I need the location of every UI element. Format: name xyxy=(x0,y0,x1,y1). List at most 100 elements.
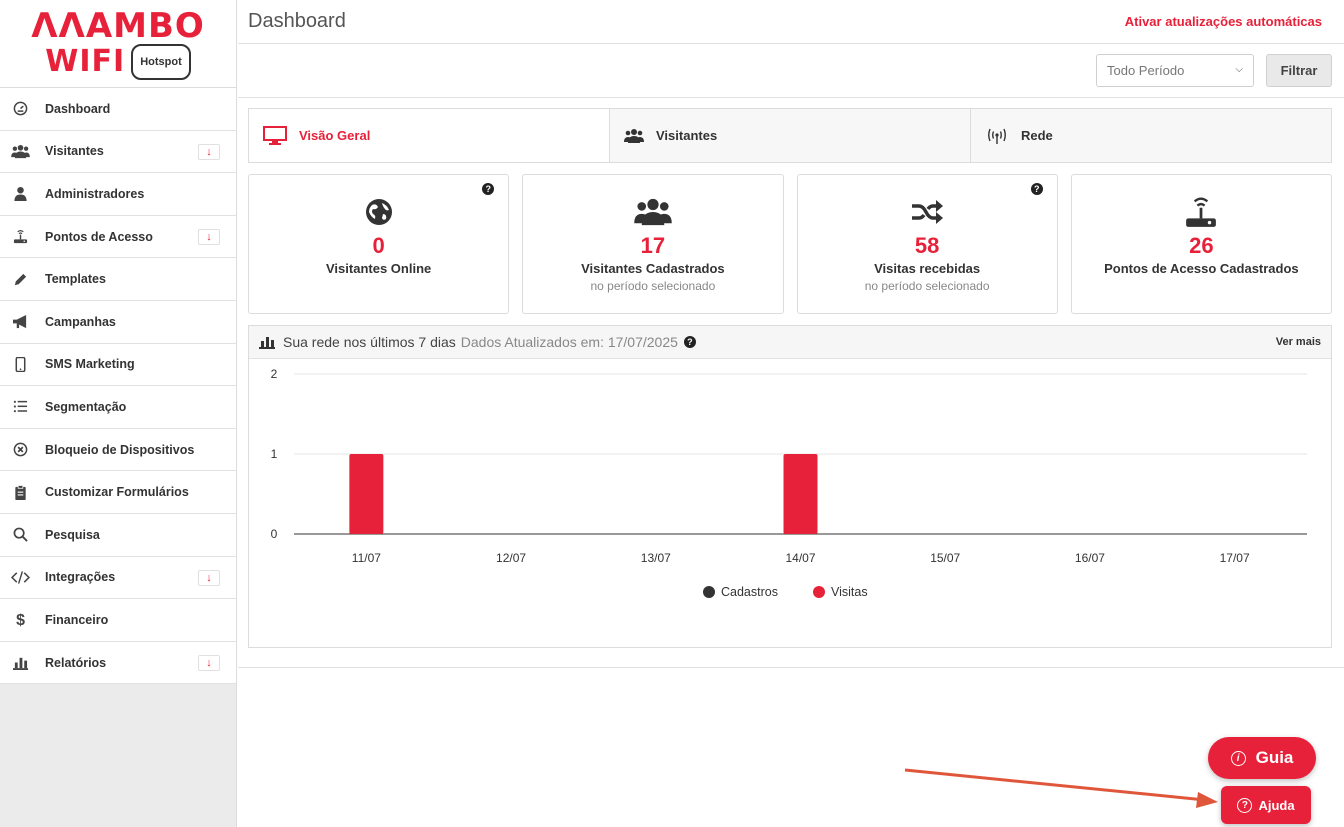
stat-subtitle: no período selecionado xyxy=(590,279,716,293)
auto-update-link[interactable]: Ativar atualizações automáticas xyxy=(1124,14,1322,29)
stat-label: Visitantes Online xyxy=(326,261,432,276)
sidebar-menu: Dashboard Visitantes ↓ Administradores Ponto… xyxy=(0,88,236,685)
expand-arrow-icon[interactable]: ↓ xyxy=(198,143,220,160)
sidebar-item-dashboard[interactable]: Dashboard xyxy=(0,88,236,131)
help-button[interactable]: ? Ajuda xyxy=(1221,786,1311,824)
sidebar-item-integrações[interactable]: Integrações ↓ xyxy=(0,556,236,600)
expand-arrow-icon[interactable]: ↓ xyxy=(198,228,220,245)
x-tick-label: 16/07 xyxy=(1075,551,1105,565)
x-tick-label: 14/07 xyxy=(785,551,815,565)
question-icon: ? xyxy=(1237,797,1253,813)
chart-header: Sua rede nos últimos 7 dias Dados Atuali… xyxy=(249,326,1331,359)
filter-bar: Todo Período ⌵ Filtrar xyxy=(238,44,1344,98)
list-icon xyxy=(10,397,30,417)
sidebar-item-visitantes[interactable]: Visitantes ↓ xyxy=(0,130,236,174)
sidebar-item-customizar-formulários[interactable]: Customizar Formulários xyxy=(0,471,236,514)
sidebar-item-label: Customizar Formulários xyxy=(45,485,189,500)
chart-updated: Dados Atualizados em: 17/07/2025 xyxy=(460,334,678,350)
code-icon xyxy=(10,567,30,587)
tab-rede[interactable]: Rede xyxy=(971,109,1331,162)
search-icon xyxy=(10,525,30,545)
clipboard-icon xyxy=(10,482,30,502)
users-icon xyxy=(10,141,30,161)
sidebar-item-label: SMS Marketing xyxy=(45,357,135,372)
visits-chart: 0 1 2 11/07 12/07 13/07 14/07 15/07 16/07 17/07 Ca… xyxy=(271,367,1307,599)
legend-label: Cadastros xyxy=(721,585,778,599)
filter-button[interactable]: Filtrar xyxy=(1266,54,1332,87)
x-tick-label: 12/07 xyxy=(496,551,526,565)
info-icon: i xyxy=(1230,750,1246,766)
chart-title: Sua rede nos últimos 7 dias xyxy=(283,334,456,350)
legend-label: Visitas xyxy=(831,585,868,599)
help-label: Ajuda xyxy=(1258,797,1295,813)
header: Dashboard Ativar atualizações automática… xyxy=(238,0,1344,44)
x-tick-label: 11/07 xyxy=(352,551,381,565)
gauge-icon xyxy=(10,99,30,119)
expand-arrow-icon[interactable]: ↓ xyxy=(198,569,220,586)
sidebar-item-pesquisa[interactable]: Pesquisa xyxy=(0,513,236,557)
logo-wifi: WIFI xyxy=(45,43,126,79)
help-icon[interactable]: ? xyxy=(482,183,495,195)
y-tick-label: 0 xyxy=(271,527,278,541)
sidebar-item-label: Relatórios xyxy=(45,655,107,670)
block-icon xyxy=(10,440,30,460)
sidebar-item-relatórios[interactable]: Relatórios ↓ xyxy=(0,641,236,685)
stat-value: 17 xyxy=(640,233,666,258)
sidebar-item-templates[interactable]: Templates xyxy=(0,258,236,301)
sidebar-item-label: Templates xyxy=(45,272,106,287)
tab-label: Visão Geral xyxy=(299,128,371,143)
monitor-icon xyxy=(263,125,287,146)
stat-label: Visitantes Cadastrados xyxy=(581,261,725,276)
stat-label: Pontos de Acesso Cadastrados xyxy=(1104,261,1299,276)
help-icon[interactable]: ? xyxy=(1030,183,1043,195)
bar-visitas xyxy=(349,454,384,534)
stat-value: 0 xyxy=(372,233,385,258)
chevron-down-icon: ⌵ xyxy=(1235,64,1243,75)
router-icon xyxy=(10,227,30,247)
expand-arrow-icon[interactable]: ↓ xyxy=(198,654,220,671)
stat-card: 0 Visitantes Online? xyxy=(248,174,510,314)
sidebar-item-segmentação[interactable]: Segmentação xyxy=(0,386,236,429)
tab-label: Rede xyxy=(1021,128,1053,143)
tab-visitantes[interactable]: Visitantes xyxy=(610,109,971,162)
sidebar-item-label: Administradores xyxy=(45,186,145,201)
stat-subtitle: no período selecionado xyxy=(864,279,990,293)
sidebar-item-pontos-de-acesso[interactable]: Pontos de Acesso ↓ xyxy=(0,215,236,259)
help-icon[interactable]: ? xyxy=(683,336,696,348)
sidebar-item-label: Campanhas xyxy=(45,314,116,329)
stat-card: 58 Visitas recebidas no período selecionad… xyxy=(796,174,1058,314)
users-icon xyxy=(624,128,644,144)
chart-panel: Sua rede nos últimos 7 dias Dados Atuali… xyxy=(248,325,1332,648)
sidebar-item-administradores[interactable]: Administradores xyxy=(0,173,236,216)
x-tick-label: 15/07 xyxy=(930,551,960,565)
tab-label: Visitantes xyxy=(656,128,718,143)
sidebar-item-campanhas[interactable]: Campanhas xyxy=(0,300,236,344)
stat-value: 26 xyxy=(1189,233,1214,258)
y-tick-label: 2 xyxy=(271,367,278,381)
globe-icon xyxy=(364,195,394,229)
logo[interactable]: ΛΛAMBO WIFI Hotspot xyxy=(0,0,236,88)
megaphone-icon xyxy=(10,312,30,332)
sidebar-item-sms-marketing[interactable]: SMS Marketing xyxy=(0,343,236,387)
sidebar-item-label: Pesquisa xyxy=(45,527,100,542)
logo-hotspot-badge: Hotspot xyxy=(131,43,191,80)
logo-brand: ΛΛAMBO xyxy=(31,5,205,46)
sidebar-item-label: Segmentação xyxy=(45,399,127,414)
mobile-icon xyxy=(10,354,30,374)
stat-value: 58 xyxy=(914,233,940,258)
router-icon xyxy=(1184,195,1218,229)
stat-cards: 0 Visitantes Online? 17 Visitantes Cadastra… xyxy=(248,174,1332,314)
sidebar-item-bloqueio-de-dispositivos[interactable]: Bloqueio de Dispositivos xyxy=(0,428,236,472)
sidebar-item-label: Financeiro xyxy=(45,612,109,627)
tab-visão-geral[interactable]: Visão Geral xyxy=(249,109,610,162)
dashboard-tabs: Visão Geral Visitantes Rede xyxy=(248,108,1332,163)
bar-chart-icon xyxy=(259,335,275,349)
see-more-link[interactable]: Ver mais xyxy=(1275,336,1321,348)
broadcast-icon xyxy=(985,127,1009,145)
guide-label: Guia xyxy=(1255,748,1294,767)
guide-button[interactable]: i Guia xyxy=(1208,737,1316,779)
user-icon xyxy=(10,184,30,204)
sidebar-item-financeiro[interactable]: $ Financeiro xyxy=(0,599,236,642)
period-select[interactable]: Todo Período ⌵ xyxy=(1096,54,1254,87)
shuffle-icon xyxy=(910,195,944,229)
